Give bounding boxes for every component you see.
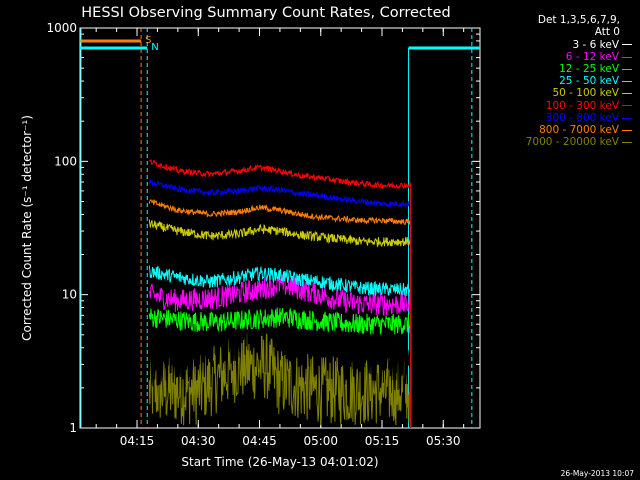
legend-label: 300 - 800 keV bbox=[545, 111, 619, 124]
legend-label: 3 - 6 keV bbox=[572, 38, 619, 51]
x-tick-label: 05:30 bbox=[426, 434, 461, 448]
legend-item: 300 - 800 keV bbox=[482, 112, 632, 124]
series-line-300-800keV bbox=[148, 179, 412, 428]
y-axis-label: Corrected Count Rate (s⁻¹ detector⁻¹) bbox=[20, 115, 34, 341]
legend-item: 800 - 7000 keV bbox=[482, 124, 632, 136]
legend-item: 12 - 25 keV bbox=[482, 63, 632, 75]
x-axis-label: Start Time (26-May-13 04:01:02) bbox=[181, 455, 378, 469]
x-tick-label: 04:30 bbox=[181, 434, 216, 448]
plot-timestamp: 26-May-2013 10:07 bbox=[560, 469, 634, 478]
legend-label: 800 - 7000 keV bbox=[539, 124, 619, 137]
legend-swatch bbox=[622, 68, 632, 70]
y-tick-label: 1 bbox=[69, 421, 77, 435]
series-line-6-12keV bbox=[148, 274, 412, 428]
legend-label: 100 - 300 keV bbox=[545, 99, 619, 112]
legend-swatch bbox=[622, 44, 632, 46]
legend-item: 25 - 50 keV bbox=[482, 75, 632, 87]
legend-header-attenuator: Att 0 bbox=[594, 26, 620, 39]
series-line-100-300keV bbox=[149, 159, 412, 428]
x-tick-label: 04:45 bbox=[242, 434, 277, 448]
series-line-3-6keV bbox=[148, 276, 412, 428]
x-tick-label: 04:15 bbox=[120, 434, 155, 448]
legend-label: 25 - 50 keV bbox=[559, 75, 619, 88]
legend-swatch bbox=[622, 129, 632, 131]
legend-item: 7000 - 20000 keV bbox=[482, 136, 632, 148]
legend-item: 3 - 6 keV bbox=[482, 39, 632, 51]
legend-item: 100 - 300 keV bbox=[482, 100, 632, 112]
legend-label: 7000 - 20000 keV bbox=[525, 136, 619, 149]
chart-title: HESSI Observing Summary Count Rates, Cor… bbox=[81, 5, 450, 21]
legend-label: 50 - 100 keV bbox=[552, 87, 619, 100]
series-line-12-25keV bbox=[148, 307, 412, 428]
legend-swatch bbox=[622, 80, 632, 82]
legend-label: 6 - 12 keV bbox=[565, 50, 619, 63]
y-tick-label: 100 bbox=[54, 154, 77, 168]
legend-swatch bbox=[622, 105, 632, 107]
y-tick-label: 1000 bbox=[46, 21, 77, 35]
x-tick-label: 05:15 bbox=[365, 434, 400, 448]
night-flag-label: N bbox=[151, 42, 158, 53]
saa-flag-label: S bbox=[145, 35, 151, 46]
legend-item: 50 - 100 keV bbox=[482, 87, 632, 100]
legend-swatch bbox=[622, 93, 632, 95]
series-line-25-50keV bbox=[148, 265, 412, 428]
series-line-50-100keV bbox=[148, 219, 412, 428]
plot-area: 1 10 100 1000 04:15 04:30 04:45 05:00 05:15 05:30… bbox=[46, 21, 481, 448]
legend-swatch bbox=[622, 117, 632, 119]
legend-swatch bbox=[622, 56, 632, 58]
series-line-7000-20000keV bbox=[148, 332, 412, 428]
series-line-800-7000keV bbox=[148, 198, 412, 428]
legend-item: 6 - 12 keV bbox=[482, 51, 632, 63]
legend-swatch bbox=[622, 141, 632, 143]
y-tick-label: 10 bbox=[62, 288, 77, 302]
x-tick-label: 05:00 bbox=[303, 434, 338, 448]
legend-header-detectors: Det 1,3,5,6,7,9, bbox=[537, 14, 620, 26]
legend: Det 1,3,5,6,7,9, Att 0 3 - 6 keV 6 - 12 k… bbox=[482, 14, 632, 149]
legend-label: 12 - 25 keV bbox=[559, 63, 619, 76]
